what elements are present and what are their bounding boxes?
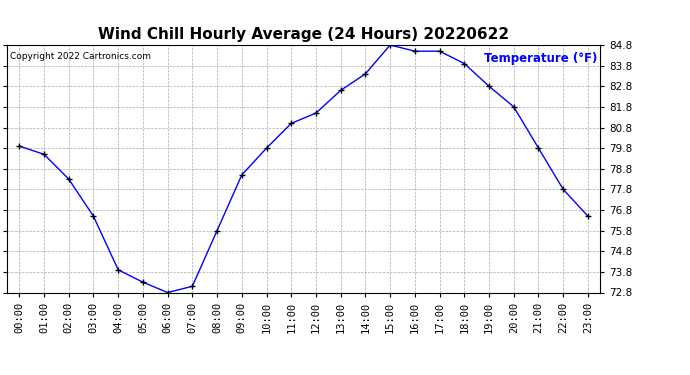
- Text: Copyright 2022 Cartronics.com: Copyright 2022 Cartronics.com: [10, 53, 151, 62]
- Title: Wind Chill Hourly Average (24 Hours) 20220622: Wind Chill Hourly Average (24 Hours) 202…: [98, 27, 509, 42]
- Text: Temperature (°F): Temperature (°F): [484, 53, 598, 65]
